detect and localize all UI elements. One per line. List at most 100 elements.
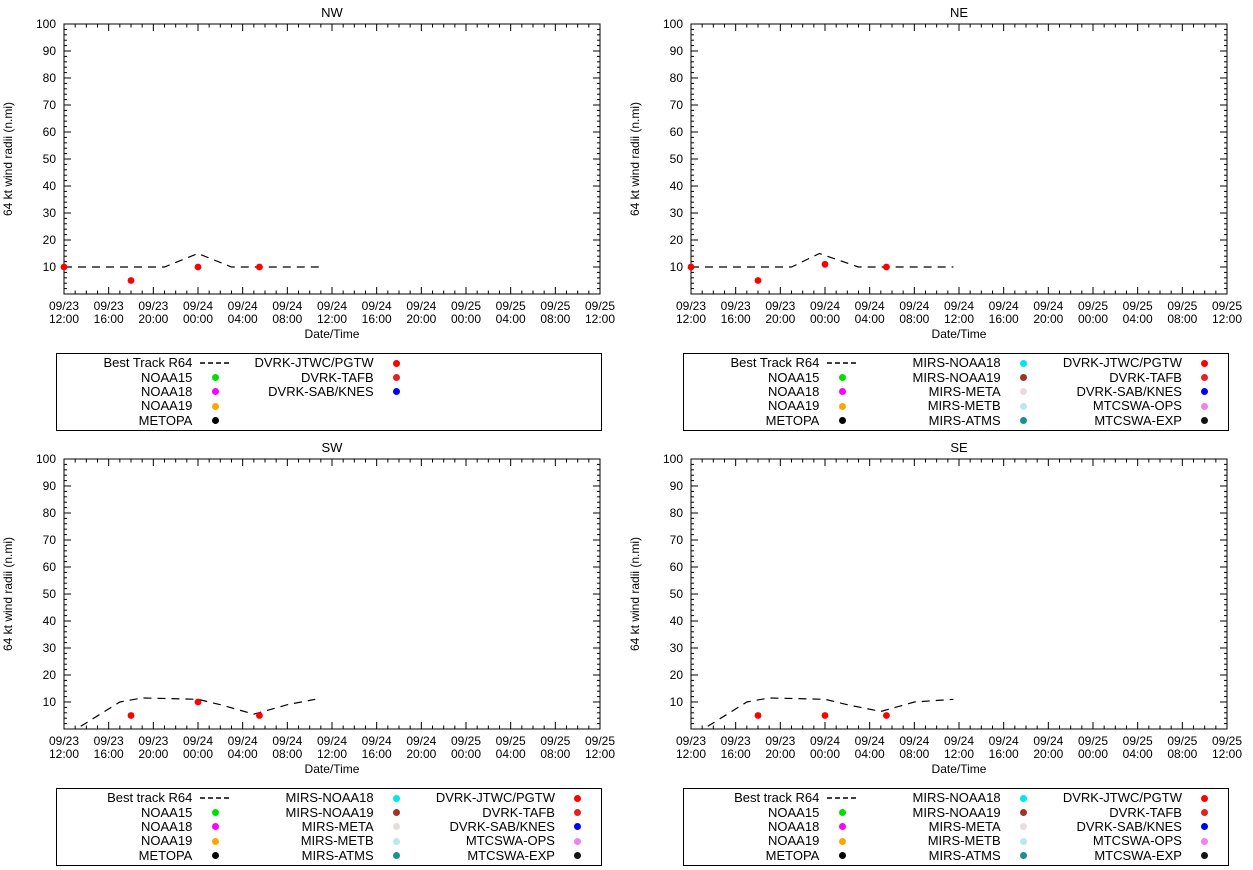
x-tick-label: 09/25 00:00 xyxy=(1078,734,1108,761)
legend-label: DVRK-SAB/KNES xyxy=(449,818,555,834)
point-dvrk-jtwc-pgtw xyxy=(127,712,135,719)
y-tick-label: 60 xyxy=(670,125,684,139)
dot-marker-mirs-atms xyxy=(1001,852,1047,860)
x-tick-label: 09/24 00:00 xyxy=(183,299,213,326)
legend-label: MTCSWA-EXP xyxy=(1094,412,1182,428)
plot-border xyxy=(63,23,601,295)
x-tick-label: 09/23 20:00 xyxy=(765,734,795,761)
dot-marker-mirs-meta xyxy=(1001,823,1047,831)
point-dvrk-jtwc-pgtw xyxy=(256,712,263,719)
point-dvrk-jtwc-pgtw xyxy=(821,712,829,719)
legend-column: MIRS-NOAA18 MIRS-NOAA19 MIRS-META MIRS-METB… xyxy=(865,356,1046,428)
legend-label: METOPA xyxy=(138,412,193,428)
dot-marker-noaa18 xyxy=(819,823,865,831)
panel-se: SE 10 20 30 40 50 60 70 80 90 100 09/23 12:00 09/23 16… xyxy=(627,435,1253,870)
y-tick-label: 90 xyxy=(43,44,57,58)
legend-label: MIRS-NOAA18 xyxy=(912,790,1001,806)
x-axis-label: Date/Time xyxy=(305,327,360,341)
x-tick-label: 09/24 00:00 xyxy=(810,299,840,326)
x-tick-label: 09/25 12:00 xyxy=(585,299,615,326)
legend-entry: MTCSWA-OPS xyxy=(1047,834,1228,848)
legend-column: DVRK-JTWC/PGTW DVRK-TAFB DVRK-SAB/KNES xyxy=(238,356,419,428)
dot-marker-metopa xyxy=(192,852,238,860)
legend-entry: NOAA19 xyxy=(684,834,865,848)
x-tick-label: 09/24 20:00 xyxy=(406,299,436,326)
x-axis-label: Date/Time xyxy=(932,762,987,776)
legend-entry: MTCSWA-EXP xyxy=(420,848,601,863)
legend-column: MIRS-NOAA18 MIRS-NOAA19 MIRS-META MIRS-METB… xyxy=(865,791,1046,863)
dashed-line-marker xyxy=(192,360,238,366)
legend-label: Best Track R64 xyxy=(103,355,193,371)
legend-box: Best Track R64 NOAA15 NOAA18 NOAA19 METOPA DV… xyxy=(56,353,602,431)
y-tick-label: 90 xyxy=(670,44,684,58)
x-tick-label: 09/25 08:00 xyxy=(1167,734,1197,761)
legend-label: MIRS-NOAA19 xyxy=(285,804,374,820)
legend-label: DVRK-JTWC/PGTW xyxy=(1062,355,1182,371)
dot-marker-mirs-noaa19 xyxy=(1001,809,1047,817)
y-tick-label: 40 xyxy=(43,179,57,193)
dot-marker-mirs-meta xyxy=(1001,388,1047,396)
chart-svg-ne: NE 10 20 30 40 50 60 70 80 90 100 09/23 12:00 09/23 16… xyxy=(628,5,1242,341)
y-tick-label: 30 xyxy=(670,641,684,655)
legend-entry: NOAA19 xyxy=(57,399,238,413)
point-dvrk-jtwc-pgtw xyxy=(883,263,890,271)
point-dvrk-jtwc-pgtw xyxy=(754,277,762,284)
x-tick-label: 09/24 04:00 xyxy=(855,299,885,326)
legend-label: MIRS-NOAA18 xyxy=(912,355,1001,371)
legend-label: NOAA18 xyxy=(141,383,193,399)
legend-box: Best Track R64 NOAA15 NOAA18 NOAA19 METOPA MI… xyxy=(683,353,1229,431)
legend-entry: MIRS-METB xyxy=(865,834,1046,848)
x-tick-label: 09/24 04:00 xyxy=(228,734,258,761)
panel-sw: SW 10 20 30 40 50 60 70 80 90 100 09/23 12:00 09/23 16… xyxy=(0,435,627,870)
legend-label: NOAA15 xyxy=(141,804,193,820)
dot-marker-noaa19 xyxy=(192,837,238,845)
x-tick-label: 09/25 00:00 xyxy=(1078,299,1108,326)
legend-label: NOAA15 xyxy=(768,369,820,385)
legend-entry: DVRK-TAFB xyxy=(1047,370,1228,384)
legend-label: MIRS-NOAA18 xyxy=(285,790,374,806)
legend-entry: DVRK-JTWC/PGTW xyxy=(1047,356,1228,370)
dot-marker-dvrk-sab-knes xyxy=(1182,388,1228,396)
legend-entry: MTCSWA-EXP xyxy=(1047,412,1228,428)
legend-label: DVRK-JTWC/PGTW xyxy=(254,355,374,371)
y-tick-label: 10 xyxy=(670,260,684,274)
y-tick-label: 40 xyxy=(43,614,57,628)
chart-svg-sw: SW 10 20 30 40 50 60 70 80 90 100 09/23 12:00 09/23 16… xyxy=(1,440,615,776)
y-tick-label: 60 xyxy=(43,125,57,139)
x-tick-label: 09/24 04:00 xyxy=(855,734,885,761)
x-tick-label: 09/24 08:00 xyxy=(899,299,929,326)
y-tick-label: 60 xyxy=(670,560,684,574)
legend-entry: MIRS-META xyxy=(238,819,419,834)
legend-entry: Best Track R64 xyxy=(684,356,865,370)
y-tick-label: 20 xyxy=(43,233,57,247)
x-tick-label: 09/24 16:00 xyxy=(989,734,1019,761)
plot-border xyxy=(690,458,1228,730)
dot-marker-mirs-noaa19 xyxy=(1001,374,1047,382)
legend-entry: DVRK-TAFB xyxy=(238,370,419,384)
y-tick-label: 40 xyxy=(670,179,684,193)
legend-label: MIRS-ATMS xyxy=(301,847,374,863)
legend-label: DVRK-SAB/KNES xyxy=(268,383,374,399)
y-tick-label: 50 xyxy=(43,587,57,601)
legend-entry: MIRS-METB xyxy=(865,399,1046,413)
point-dvrk-jtwc-pgtw xyxy=(821,260,829,268)
panel-nw: NW 10 20 30 40 50 60 70 80 90 100 09/23 12:00 09/23 16… xyxy=(0,0,627,435)
dot-marker-dvrk-tafb xyxy=(374,374,420,382)
dot-marker-mtcswa-exp xyxy=(1182,852,1228,860)
dot-marker-noaa15 xyxy=(192,374,238,382)
legend-label: NOAA18 xyxy=(141,818,193,834)
legend-label: MTCSWA-EXP xyxy=(1094,847,1182,863)
legend-label: DVRK-TAFB xyxy=(1109,369,1182,385)
legend-entry: MIRS-ATMS xyxy=(865,848,1047,863)
x-tick-label: 09/24 20:00 xyxy=(1033,299,1063,326)
legend-entry: NOAA15 xyxy=(57,805,238,819)
legend-entry: Best track R64 xyxy=(684,791,865,805)
y-tick-label: 30 xyxy=(43,641,57,655)
y-tick-label: 80 xyxy=(43,506,57,520)
legend-entry: MIRS-NOAA18 xyxy=(865,356,1046,370)
x-tick-label: 09/25 08:00 xyxy=(1167,299,1197,326)
dot-marker-mirs-noaa18 xyxy=(1001,359,1047,367)
legend-entry: DVRK-JTWC/PGTW xyxy=(420,791,601,805)
x-tick-label: 09/24 20:00 xyxy=(1033,734,1063,761)
